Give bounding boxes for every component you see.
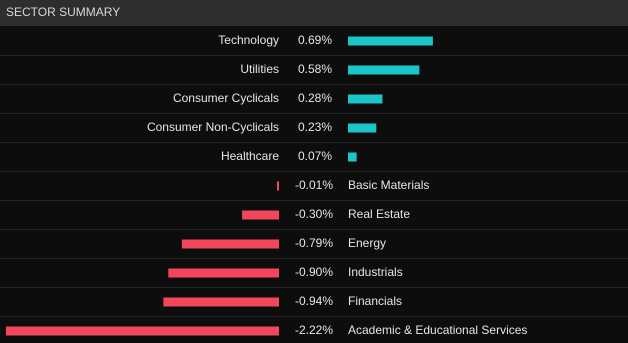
value-label: -0.79%: [295, 236, 333, 250]
category-label: Consumer Non-Cyclicals: [147, 120, 279, 134]
category-label: Utilities: [240, 62, 279, 76]
bar: [242, 210, 279, 220]
value-label: -2.22%: [295, 323, 333, 337]
value-label: -0.01%: [295, 178, 333, 192]
value-label: 0.07%: [298, 149, 332, 163]
value-label: 0.28%: [298, 91, 332, 105]
bar: [277, 181, 279, 191]
value-label: -0.90%: [295, 265, 333, 279]
bar: [348, 123, 377, 133]
category-label: Financials: [348, 294, 402, 308]
category-label: Consumer Cyclicals: [173, 91, 279, 105]
value-label: 0.23%: [298, 120, 332, 134]
category-label: Energy: [348, 236, 386, 250]
category-label: Technology: [218, 33, 279, 47]
category-label: Healthcare: [221, 149, 279, 163]
value-label: -0.94%: [295, 294, 333, 308]
category-label: Basic Materials: [348, 178, 429, 192]
category-label: Real Estate: [348, 207, 410, 221]
bar: [168, 268, 279, 278]
value-label: -0.30%: [295, 207, 333, 221]
category-label: Industrials: [348, 265, 403, 279]
bar: [348, 36, 433, 46]
category-label: Academic & Educational Services: [348, 323, 527, 337]
bar: [348, 152, 357, 162]
bar: [348, 65, 420, 75]
chart-title: SECTOR SUMMARY: [6, 5, 120, 19]
bar: [181, 239, 279, 249]
header-bar: [0, 0, 628, 26]
value-label: 0.69%: [298, 33, 332, 47]
value-label: 0.58%: [298, 62, 332, 76]
bar: [163, 297, 279, 307]
bar: [348, 94, 383, 104]
bar: [5, 326, 279, 336]
